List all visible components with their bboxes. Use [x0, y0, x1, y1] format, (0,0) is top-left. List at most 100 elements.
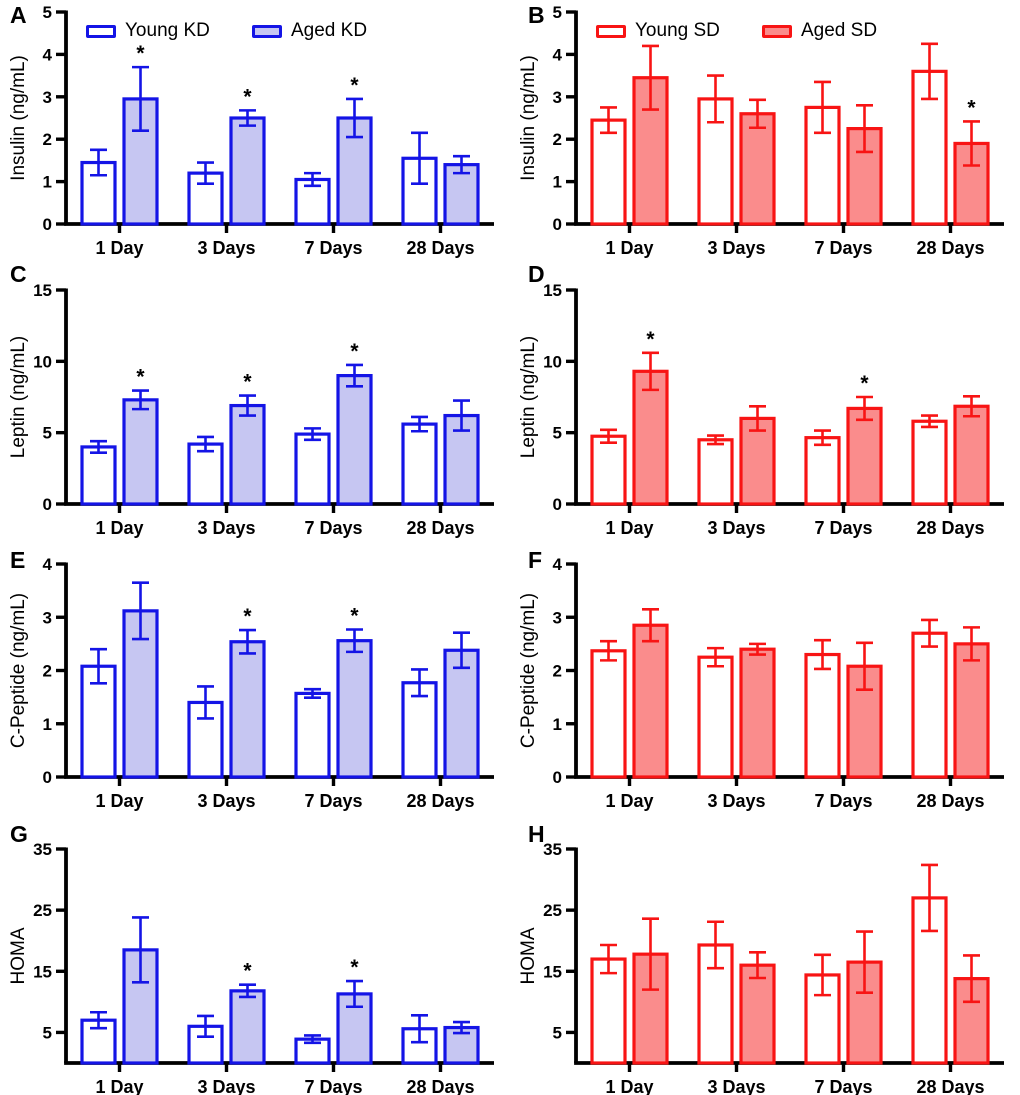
panel-letter-e: E — [10, 546, 26, 573]
x-tick-label-3-days: 3 Days — [197, 791, 255, 811]
panel-letter-d: D — [528, 260, 545, 287]
error-bar-aged-sd-28-days — [963, 954, 980, 1004]
error-bar-aged-sd-7-days — [856, 103, 873, 154]
significance-asterisk-aged-kd-7-days: * — [350, 74, 359, 97]
legend-swatch-young-kd — [86, 24, 116, 38]
y-axis-title: Leptin (ng/mL) — [518, 335, 539, 458]
error-bar-aged-kd-1-day — [132, 65, 149, 133]
significance-asterisk-aged-kd-7-days: * — [350, 956, 359, 979]
y-axis-title: C-Peptide (ng/mL) — [8, 592, 29, 747]
error-bar-young-kd-3-days — [197, 684, 214, 720]
chart-homa-sd: 5 15 25 35 HOMA 1 Day 3 Days 7 Days 28 Days — [518, 840, 1004, 1095]
error-bar-aged-kd-3-days — [239, 628, 256, 655]
x-tick-label-28-days: 28 Days — [916, 791, 984, 811]
y-tick-label-3: 3 — [43, 608, 52, 627]
y-tick-label-4: 4 — [43, 555, 53, 574]
error-bar-aged-kd-3-days — [239, 109, 256, 127]
x-tick-label-1-day: 1 Day — [605, 238, 653, 258]
bar-aged-kd-3-days — [229, 639, 266, 779]
bar-aged-sd-3-days — [739, 112, 776, 226]
y-tick-label-0: 0 — [43, 768, 52, 787]
error-bar-young-kd-1-day — [90, 148, 107, 177]
y-axis-title: HOMA — [8, 927, 29, 984]
x-tick-label-3-days: 3 Days — [197, 518, 255, 538]
x-tick-label-28-days: 28 Days — [916, 1077, 984, 1095]
panel-h-homa-sd: H 5 15 25 35 HOMA 1 Day 3 Days 7 Days 28 Days — [510, 821, 1020, 1095]
legend-item-aged-sd: Aged SD — [762, 20, 877, 42]
error-bar-young-sd-1-day — [600, 106, 617, 135]
y-tick-label-1: 1 — [43, 173, 52, 192]
y-tick-label-2: 2 — [553, 130, 562, 149]
y-tick-label-15: 15 — [33, 281, 52, 300]
x-tick-label-1-day: 1 Day — [605, 518, 653, 538]
error-bar-young-sd-1-day — [600, 639, 617, 662]
y-tick-label-0: 0 — [43, 215, 52, 234]
x-tick-label-3-days: 3 Days — [707, 238, 765, 258]
y-axis-title: Insulin (ng/mL) — [518, 55, 539, 181]
error-bar-young-sd-3-days — [707, 74, 724, 124]
bar-young-kd-3-days — [187, 442, 224, 506]
bar-young-kd-28-days — [401, 422, 438, 506]
bar-aged-sd-3-days — [739, 963, 776, 1065]
error-bar-aged-sd-7-days — [856, 395, 873, 421]
bar-aged-kd-7-days — [336, 373, 373, 506]
bar-aged-sd-28-days — [953, 404, 990, 506]
x-tick-label-28-days: 28 Days — [916, 238, 984, 258]
panel-f-cpeptide-sd: F 0 1 2 3 4 C-Peptide (ng/mL) 1 Day 3 Days 7 Day… — [510, 548, 1020, 822]
legend-swatch-aged-sd — [762, 24, 792, 38]
error-bar-young-kd-7-days — [304, 687, 321, 699]
panel-c-leptin-kd: C 0 5 10 15 Leptin (ng/mL) 1 Day * 3 Days * 7 Day… — [0, 262, 510, 548]
x-tick-label-7-days: 7 Days — [814, 238, 872, 258]
y-tick-label-1: 1 — [43, 714, 52, 733]
error-bar-aged-sd-3-days — [749, 642, 766, 656]
error-bar-young-sd-1-day — [600, 428, 617, 444]
error-bar-aged-kd-28-days — [453, 399, 470, 432]
y-axis-title: HOMA — [518, 927, 539, 984]
bar-aged-sd-7-days — [846, 406, 883, 506]
error-bar-aged-sd-28-days — [963, 394, 980, 418]
bar-young-sd-1-day — [590, 648, 627, 779]
y-tick-label-5: 5 — [553, 3, 562, 22]
y-tick-label-15: 15 — [543, 963, 562, 982]
bar-aged-kd-3-days — [229, 989, 266, 1065]
x-tick-label-7-days: 7 Days — [304, 1077, 362, 1095]
error-bar-aged-kd-1-day — [132, 389, 149, 411]
x-tick-label-7-days: 7 Days — [814, 791, 872, 811]
x-tick-label-7-days: 7 Days — [304, 238, 362, 258]
error-bar-aged-kd-28-days — [453, 630, 470, 669]
bar-young-sd-28-days — [911, 631, 948, 779]
error-bar-young-kd-1-day — [90, 647, 107, 685]
x-tick-label-3-days: 3 Days — [197, 238, 255, 258]
error-bar-aged-kd-28-days — [453, 154, 470, 175]
x-tick-label-28-days: 28 Days — [406, 518, 474, 538]
y-axis-title: Insulin (ng/mL) — [8, 55, 29, 181]
chart-homa-kd: 5 15 25 35 HOMA 1 Day 3 Days * 7 Days * 28 Days — [8, 840, 494, 1095]
y-tick-label-0: 0 — [553, 768, 562, 787]
bar-aged-sd-3-days — [739, 416, 776, 506]
error-bar-aged-sd-1-day — [642, 607, 659, 643]
y-tick-label-15: 15 — [33, 963, 52, 982]
bar-aged-kd-3-days — [229, 403, 266, 506]
bar-young-sd-1-day — [590, 118, 627, 226]
x-tick-label-1-day: 1 Day — [95, 238, 143, 258]
chart-insulin-sd: 0 1 2 3 4 5 Insulin (ng/mL) 1 Day 3 Days 7 Days 28… — [518, 3, 1004, 258]
x-tick-label-3-days: 3 Days — [707, 1077, 765, 1095]
y-tick-label-0: 0 — [43, 495, 52, 514]
error-bar-young-kd-3-days — [197, 435, 214, 453]
error-bar-young-kd-7-days — [304, 426, 321, 441]
bar-young-sd-1-day — [590, 434, 627, 506]
x-tick-label-1-day: 1 Day — [605, 791, 653, 811]
error-bar-young-kd-28-days — [411, 667, 428, 697]
panel-letter-b: B — [528, 2, 545, 28]
error-bar-young-sd-28-days — [921, 863, 938, 933]
y-tick-label-5: 5 — [553, 1024, 562, 1043]
error-bar-aged-sd-1-day — [642, 917, 659, 992]
panel-letter-f: F — [528, 546, 543, 573]
x-tick-label-3-days: 3 Days — [707, 791, 765, 811]
error-bar-aged-sd-3-days — [749, 98, 766, 130]
bar-aged-kd-1-day — [122, 398, 159, 506]
legend-item-young-kd: Young KD — [86, 20, 210, 42]
legend-item-aged-kd: Aged KD — [252, 20, 367, 42]
error-bar-aged-kd-7-days — [346, 363, 363, 388]
